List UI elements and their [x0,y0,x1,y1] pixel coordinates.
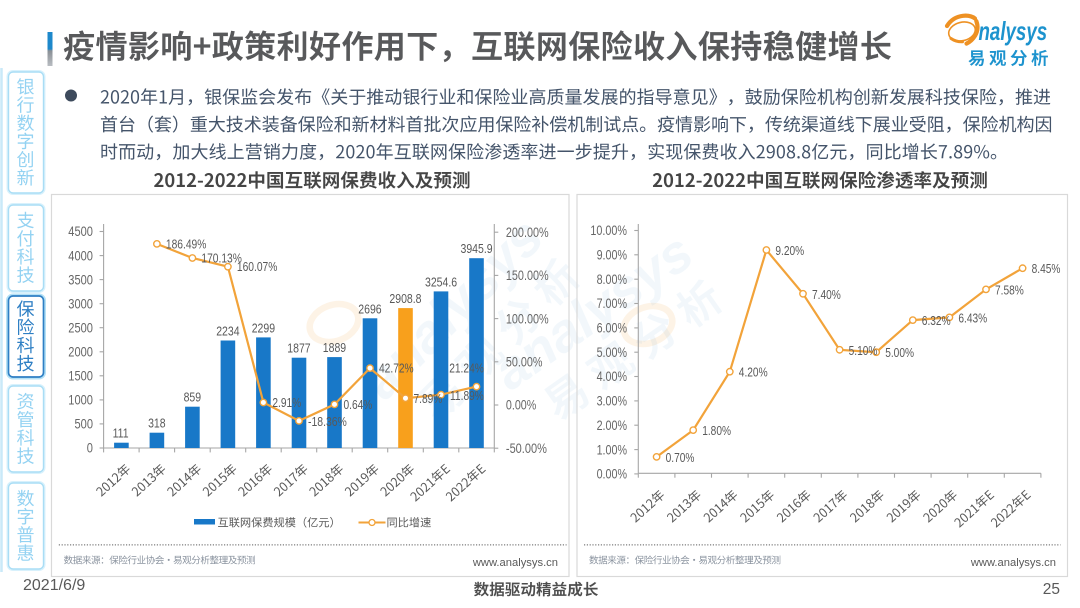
svg-text:500: 500 [75,417,94,432]
svg-text:2234: 2234 [216,325,240,339]
svg-text:186.49%: 186.49% [166,239,206,252]
svg-text:6.00%: 6.00% [597,320,628,335]
svg-text:0: 0 [87,441,93,456]
svg-text:170.13%: 170.13% [201,253,241,266]
svg-text:6.32%: 6.32% [922,315,951,328]
svg-text:7.00%: 7.00% [597,296,628,311]
svg-text:25: 25 [1043,581,1060,598]
svg-text:5.00%: 5.00% [597,345,628,360]
svg-text:3000: 3000 [68,296,93,311]
svg-text:1.00%: 1.00% [597,442,628,457]
svg-text:318: 318 [148,417,166,431]
svg-text:21.24%: 21.24% [449,363,484,376]
svg-text:111: 111 [113,427,129,441]
svg-text:0.70%: 0.70% [666,452,695,465]
svg-text:nalysys: nalysys [979,16,1048,46]
svg-text:8.45%: 8.45% [1032,263,1061,276]
svg-text:-18.36%: -18.36% [308,415,347,429]
svg-text:0.00%: 0.00% [597,466,628,481]
svg-text:11.89%: 11.89% [450,390,484,403]
svg-text:859: 859 [184,391,202,405]
svg-text:-50.00%: -50.00% [506,441,547,456]
svg-text:7.89%: 7.89% [414,393,443,406]
svg-text:1.80%: 1.80% [702,425,731,438]
svg-text:4.00%: 4.00% [597,369,628,384]
svg-text:4500: 4500 [68,224,93,239]
svg-text:4000: 4000 [68,248,93,263]
svg-text:www.analysys.cn: www.analysys.cn [970,557,1056,569]
svg-text:2299: 2299 [252,322,275,336]
svg-text:2.00%: 2.00% [597,418,628,433]
svg-text:3254.6: 3254.6 [425,276,457,290]
svg-text:42.72%: 42.72% [379,363,414,376]
svg-text:www.analysys.cn: www.analysys.cn [472,557,558,569]
svg-text:1000: 1000 [68,393,93,408]
svg-text:10.00%: 10.00% [590,223,627,238]
svg-text:3.00%: 3.00% [597,393,628,408]
svg-text:3500: 3500 [68,272,93,287]
svg-text:2500: 2500 [68,320,93,335]
svg-text:160.07%: 160.07% [237,261,277,274]
svg-text:3945.9: 3945.9 [461,242,493,256]
svg-text:7.58%: 7.58% [995,284,1024,297]
svg-text:4.20%: 4.20% [739,367,768,380]
svg-text:0.00%: 0.00% [506,398,537,413]
svg-text:9.00%: 9.00% [597,247,628,262]
svg-text:7.40%: 7.40% [812,289,841,302]
svg-text:5.10%: 5.10% [849,345,878,358]
svg-text:0.64%: 0.64% [344,399,373,412]
svg-text:100.00%: 100.00% [506,311,549,326]
svg-text:9.20%: 9.20% [775,245,804,258]
svg-text:6.43%: 6.43% [958,312,987,325]
svg-text:2021/6/9: 2021/6/9 [23,577,85,594]
svg-text:2908.8: 2908.8 [389,292,421,306]
svg-text:200.00%: 200.00% [506,225,549,240]
svg-text:50.00%: 50.00% [506,354,543,369]
svg-text:150.00%: 150.00% [506,268,549,283]
svg-text:1889: 1889 [323,341,346,355]
svg-text:2000: 2000 [68,345,93,360]
svg-text:2696: 2696 [358,302,381,316]
svg-text:2.91%: 2.91% [272,397,301,410]
svg-text:5.00%: 5.00% [885,347,914,360]
svg-text:1877: 1877 [287,342,310,356]
svg-text:8.00%: 8.00% [597,272,628,287]
svg-text:1500: 1500 [68,369,93,384]
